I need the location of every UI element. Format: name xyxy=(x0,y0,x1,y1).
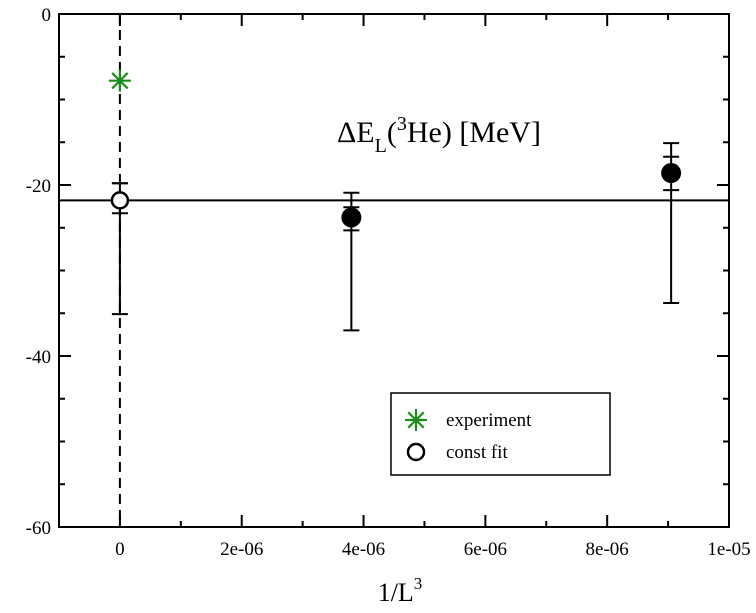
annotation-rest: He) [MeV] xyxy=(407,116,541,149)
legend-entry: const fit xyxy=(406,442,508,463)
x-tick-label: 0 xyxy=(115,539,125,560)
y-tick-label: -20 xyxy=(26,176,51,197)
y-tick-label: 0 xyxy=(42,5,52,26)
annotation-prefix: ΔE xyxy=(337,116,375,149)
legend-entry-label: const fit xyxy=(446,442,508,463)
x-tick-label: 6e-06 xyxy=(464,539,507,560)
y-axis-ticks: 0 -20 -40 -60 xyxy=(26,5,729,539)
legend: experiment const fit xyxy=(390,392,611,476)
legend-box xyxy=(390,392,611,476)
data-point xyxy=(108,69,131,92)
legend-entry-label: experiment xyxy=(446,410,532,431)
x-tick-label: 1e-05 xyxy=(707,539,750,560)
y-tick-label: -40 xyxy=(26,347,51,368)
filled-circle-marker xyxy=(341,207,362,228)
x-axis-ticks: 0 2e-06 4e-06 6e-06 8e-06 1e-05 xyxy=(58,14,751,560)
x-axis-title: 1/L3 xyxy=(378,574,423,607)
filled-circle-marker xyxy=(661,163,682,184)
asterisk-marker xyxy=(108,69,131,92)
asterisk-stroke xyxy=(111,72,129,90)
x-tick-label: 2e-06 xyxy=(220,539,263,560)
x-axis-title-sup: 3 xyxy=(414,574,423,593)
data-point xyxy=(110,182,130,316)
data-point xyxy=(341,191,362,332)
open-circle-marker xyxy=(406,442,426,462)
data-point xyxy=(661,142,682,304)
annotation-subscript: L xyxy=(375,135,387,157)
open-circle-marker xyxy=(110,191,130,210)
data-points xyxy=(108,69,682,332)
annotation-superscript: 3 xyxy=(397,113,407,135)
x-tick-label: 8e-06 xyxy=(586,539,629,560)
x-axis-title-base: 1/L xyxy=(378,578,414,607)
x-tick-label: 4e-06 xyxy=(342,539,385,560)
asterisk-marker xyxy=(405,409,427,431)
plot-annotation: ΔEL(3He) [MeV] xyxy=(337,113,541,157)
legend-entry: experiment xyxy=(405,409,532,431)
y-tick-label: -60 xyxy=(26,518,51,539)
annotation-open-paren: ( xyxy=(387,116,397,149)
asterisk-stroke xyxy=(407,411,425,429)
